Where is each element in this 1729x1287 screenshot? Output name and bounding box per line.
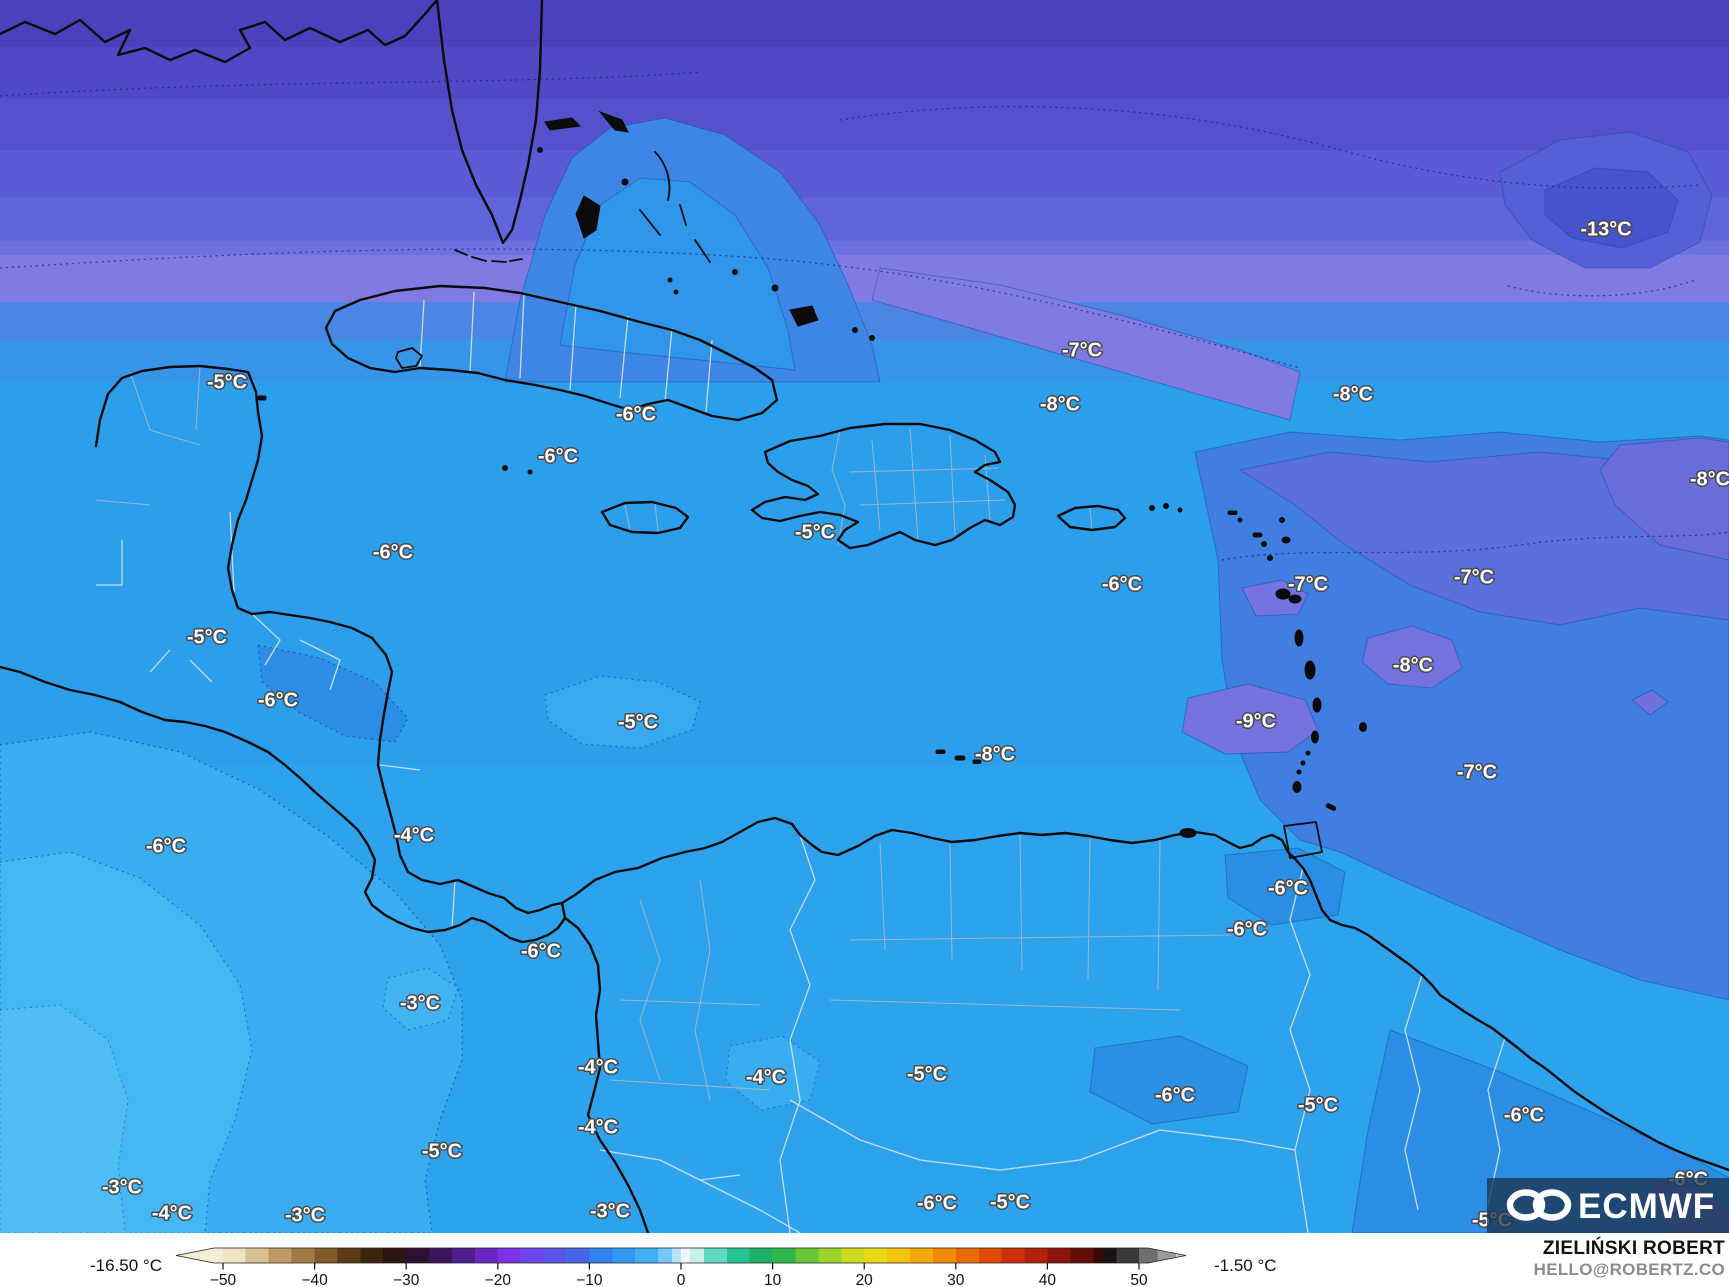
colorbar-tick-label: 20 bbox=[856, 1272, 874, 1287]
colorbar-tick-label: −10 bbox=[576, 1272, 603, 1287]
temp-label: -6°C bbox=[1155, 1084, 1195, 1106]
temp-label: -8°C bbox=[1393, 654, 1433, 676]
temp-label: -5°C bbox=[990, 1191, 1030, 1213]
colorbar-tick-label: −20 bbox=[485, 1272, 512, 1287]
temp-label: -6°C bbox=[1102, 573, 1142, 595]
ecmwf-logo: ECMWF bbox=[1487, 1178, 1729, 1233]
temp-label: -5°C bbox=[907, 1063, 947, 1085]
temp-label: -7°C bbox=[1457, 761, 1497, 783]
florida-keys bbox=[454, 249, 523, 263]
contour-bands bbox=[0, 117, 1729, 1233]
coastlines bbox=[0, 0, 1729, 1233]
temp-label: -8°C bbox=[975, 743, 1015, 765]
trinidad bbox=[1283, 821, 1323, 859]
colorbar-min-label: -16.50 °C bbox=[89, 1256, 162, 1275]
colorbar-tick-label: −50 bbox=[210, 1272, 237, 1287]
temp-label: -3°C bbox=[590, 1200, 630, 1222]
colorbar: −50 −40 −30 −20 −10 0 10 20 30 40 50 bbox=[175, 1247, 1187, 1287]
attribution-email: HELLO@ROBERTZ.CO bbox=[1533, 1259, 1725, 1279]
temp-label: -4°C bbox=[746, 1066, 786, 1088]
temp-label: -4°C bbox=[152, 1202, 192, 1224]
temp-label: -8°C bbox=[1333, 383, 1373, 405]
colorbar-tick-label: 40 bbox=[1039, 1272, 1057, 1287]
temp-label: -5°C bbox=[207, 371, 247, 393]
temp-label: -4°C bbox=[394, 824, 434, 846]
temp-label: -3°C bbox=[102, 1176, 142, 1198]
south-america-north-coast bbox=[560, 816, 1729, 1172]
temp-label: -5°C bbox=[1298, 1094, 1338, 1116]
temp-label: -3°C bbox=[400, 992, 440, 1014]
ecmwf-logo-bg bbox=[1487, 1178, 1729, 1233]
temp-label: -3°C bbox=[285, 1204, 325, 1226]
temp-label: -5°C bbox=[795, 521, 835, 543]
temp-label: -6°C bbox=[616, 403, 656, 425]
colorbar-tick-label: −30 bbox=[393, 1272, 420, 1287]
attribution: ZIELIŃSKI ROBERT HELLO@ROBERTZ.CO bbox=[1534, 1238, 1725, 1279]
temp-label: -6°C bbox=[146, 835, 186, 857]
temp-label: -13°C bbox=[1580, 218, 1631, 240]
ecmwf-logo-mark bbox=[1506, 1189, 1572, 1221]
temp-label: -5°C bbox=[422, 1140, 462, 1162]
temperature-map: -5°C-6°C-6°C-6°C-5°C-5°C-6°C-5°C-6°C-7°C… bbox=[0, 0, 1729, 1233]
temp-label: -6°C bbox=[373, 541, 413, 563]
temp-label: -7°C bbox=[1454, 566, 1494, 588]
ecmwf-logo-text: ECMWF bbox=[1578, 1187, 1715, 1226]
colorbar-max-label: -1.50 °C bbox=[1214, 1256, 1277, 1275]
colorbar-tick-label: 0 bbox=[677, 1272, 686, 1287]
yucatan-central-america bbox=[94, 364, 564, 915]
colorbar-tick-label: 10 bbox=[764, 1272, 782, 1287]
temp-label: -9°C bbox=[1236, 710, 1276, 732]
small-islands bbox=[257, 110, 1367, 838]
temp-label: -5°C bbox=[187, 626, 227, 648]
colorbar-ticks: −50 −40 −30 −20 −10 0 10 20 30 40 50 bbox=[210, 1263, 1148, 1287]
temp-label: -6°C bbox=[1268, 877, 1308, 899]
colorbar-tick-label: 30 bbox=[947, 1272, 965, 1287]
temp-label: -5°C bbox=[618, 711, 658, 733]
temp-label: -7°C bbox=[1288, 573, 1328, 595]
pacific-coast bbox=[0, 665, 567, 944]
isla-juventud bbox=[395, 347, 423, 369]
temp-label: -8°C bbox=[1040, 393, 1080, 415]
temp-label: -6°C bbox=[1504, 1104, 1544, 1126]
puerto-rico bbox=[1056, 504, 1127, 532]
temp-label: -6°C bbox=[521, 940, 561, 962]
colorbar-tick-label: 50 bbox=[1130, 1272, 1148, 1287]
colombia-pacific-coast bbox=[563, 916, 650, 1233]
hispaniola bbox=[750, 422, 1017, 550]
temp-label: -6°C bbox=[917, 1192, 957, 1214]
temp-label: -6°C bbox=[538, 445, 578, 467]
temp-label: -6°C bbox=[1227, 918, 1267, 940]
temp-label: -4°C bbox=[578, 1056, 618, 1078]
attribution-name: ZIELIŃSKI ROBERT bbox=[1542, 1238, 1725, 1259]
temp-label: -6°C bbox=[258, 689, 298, 711]
temperature-labels: -5°C-6°C-6°C-6°C-5°C-5°C-6°C-5°C-6°C-7°C… bbox=[100, 217, 1729, 1233]
florida bbox=[435, 0, 544, 245]
temp-label: -4°C bbox=[578, 1116, 618, 1138]
colorbar-tick-label: −40 bbox=[301, 1272, 328, 1287]
colorbar-bar bbox=[175, 1247, 1187, 1264]
temp-label: -8°C bbox=[1690, 468, 1729, 490]
cuba bbox=[324, 284, 779, 422]
gulf-coast bbox=[0, 0, 439, 64]
temp-label: -7°C bbox=[1062, 339, 1102, 361]
jamaica bbox=[600, 500, 690, 535]
contour-lines bbox=[0, 71, 1729, 561]
